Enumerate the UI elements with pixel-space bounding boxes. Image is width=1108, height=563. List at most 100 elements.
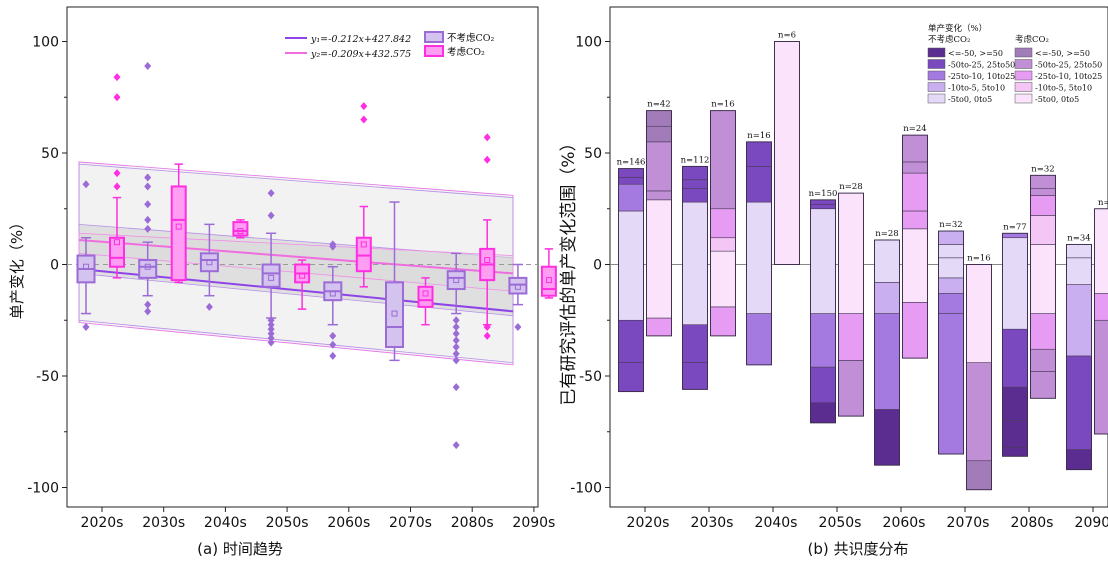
range-bar-segment: [747, 166, 772, 202]
x-tick-label-a: 2040s: [204, 515, 247, 531]
range-bar-segment: [711, 251, 736, 307]
legend-b-class-label: -50to-25, 25to50: [948, 61, 1015, 70]
legend-b-class-label-co2: <=-50, >=50: [1035, 49, 1090, 58]
legend-b-swatch-noco2: [928, 83, 945, 92]
range-bar-segment: [1031, 215, 1056, 244]
x-tick-label-a: 2090s: [512, 515, 555, 531]
range-bar-segment: [939, 293, 964, 313]
x-tick-label-b: 2050s: [819, 515, 862, 531]
x-tick-label-a: 2060s: [327, 515, 370, 531]
outlier-point: [484, 156, 491, 164]
y-tick-label-b: -50: [579, 369, 602, 385]
range-bar-segment: [683, 180, 708, 189]
x-tick-label-b: 2070s: [947, 515, 990, 531]
legend-b-title: 单产变化（%）: [928, 23, 987, 34]
outlier-point: [484, 133, 491, 141]
range-bar-segment: [939, 278, 964, 294]
range-bar-segment: [811, 204, 836, 208]
box-body: [448, 271, 465, 289]
range-bar-segment: [683, 202, 708, 325]
legend-b-class-label-co2: -25to-10, 10to25: [1035, 72, 1102, 81]
range-bar-segment: [875, 314, 900, 410]
outlier-point: [453, 383, 460, 391]
box-body: [357, 238, 371, 271]
outlier-point: [360, 102, 367, 110]
range-bar-segment: [1003, 387, 1028, 420]
range-bar-segment: [1031, 195, 1056, 215]
range-bar-segment: [1095, 293, 1108, 320]
range-bar-segment: [1031, 372, 1056, 399]
caption-b: (b) 共识度分布: [808, 540, 909, 558]
range-bar-segment: [711, 238, 736, 251]
legend-b-swatch-co2: [1015, 60, 1032, 69]
legend-b-swatch-co2: [1015, 83, 1032, 92]
sample-count-label: n=16: [967, 254, 990, 264]
range-bar-segment: [1031, 349, 1056, 371]
sample-count-label: n=146: [617, 158, 646, 168]
sample-count-label: n=112: [681, 155, 710, 165]
legend-b-class-label-co2: -5to0, 0to5: [1035, 95, 1079, 104]
legend-label-co2: 考虑CO₂: [447, 46, 485, 58]
range-bar-segment: [1003, 233, 1028, 237]
range-bar-segment: [683, 325, 708, 363]
sample-count-label: n=16: [747, 131, 770, 141]
range-bar-segment: [747, 142, 772, 167]
y-tick-label-a: 100: [32, 35, 59, 51]
legend-b-class-label: -5to0, 0to5: [948, 95, 992, 104]
range-bar-segment: [619, 178, 644, 185]
range-bar-segment: [1067, 244, 1092, 257]
range-bar-segment: [711, 307, 736, 336]
legend-b-swatch-co2: [1015, 71, 1032, 80]
x-tick-label-b: 2030s: [691, 515, 734, 531]
box-body: [110, 238, 124, 267]
range-bar-segment: [647, 142, 672, 191]
range-bar-segment: [939, 314, 964, 454]
range-bar-segment: [967, 363, 992, 461]
range-bar-segment: [619, 363, 644, 392]
legend-b-group1: 不考虑CO₂: [928, 34, 970, 45]
legend-b-class-label-co2: -50to-25, 25to50: [1035, 61, 1102, 70]
range-bar-segment: [967, 265, 992, 363]
range-bar-segment: [683, 363, 708, 390]
legend-label-noco2: 不考虑CO₂: [447, 32, 495, 44]
range-bar-segment: [811, 200, 836, 204]
y-tick-label-b: -100: [570, 481, 602, 497]
y-tick-label-a: 50: [41, 146, 59, 162]
sample-count-label: n=24: [903, 124, 926, 134]
range-bar-segment: [619, 184, 644, 211]
x-tick-label-a: 2080s: [451, 515, 494, 531]
outlier-point: [329, 352, 336, 360]
range-bar-segment: [1031, 314, 1056, 350]
range-bar-segment: [839, 360, 864, 416]
range-bar-segment: [903, 135, 928, 162]
legend-b-class-label: -10to-5, 5to10: [948, 84, 1005, 93]
range-bar-segment: [1067, 285, 1092, 356]
box-body: [201, 253, 218, 271]
range-bar-segment: [875, 240, 900, 282]
range-bar-segment: [939, 244, 964, 257]
sample-count-label: n=8: [1098, 198, 1108, 208]
x-tick-label-b: 2020s: [627, 515, 670, 531]
legend-b-class-label-co2: -10to-5, 5to10: [1035, 84, 1092, 93]
y-tick-label-a: -100: [27, 481, 59, 497]
caption-a: (a) 时间趋势: [197, 540, 283, 558]
sample-count-label: n=150: [809, 189, 838, 199]
x-tick-label-a: 2070s: [389, 515, 432, 531]
range-bar-segment: [1003, 238, 1028, 329]
outlier-point: [114, 93, 121, 101]
range-bar-segment: [1067, 450, 1092, 470]
legend-b-swatch-co2: [1015, 94, 1032, 103]
sample-count-label: n=16: [711, 100, 734, 110]
legend-b-swatch-noco2: [928, 48, 945, 57]
range-bar-segment: [811, 314, 836, 368]
range-bar-segment: [683, 166, 708, 179]
outlier-point: [83, 323, 90, 331]
range-bar-segment: [1067, 356, 1092, 450]
outlier-point: [360, 116, 367, 124]
range-bar-segment: [647, 111, 672, 127]
range-bar-segment: [647, 318, 672, 336]
sample-count-label: n=6: [778, 31, 796, 41]
range-bar-segment: [747, 314, 772, 365]
outlier-point: [114, 73, 121, 81]
range-bar-segment: [1031, 189, 1056, 196]
